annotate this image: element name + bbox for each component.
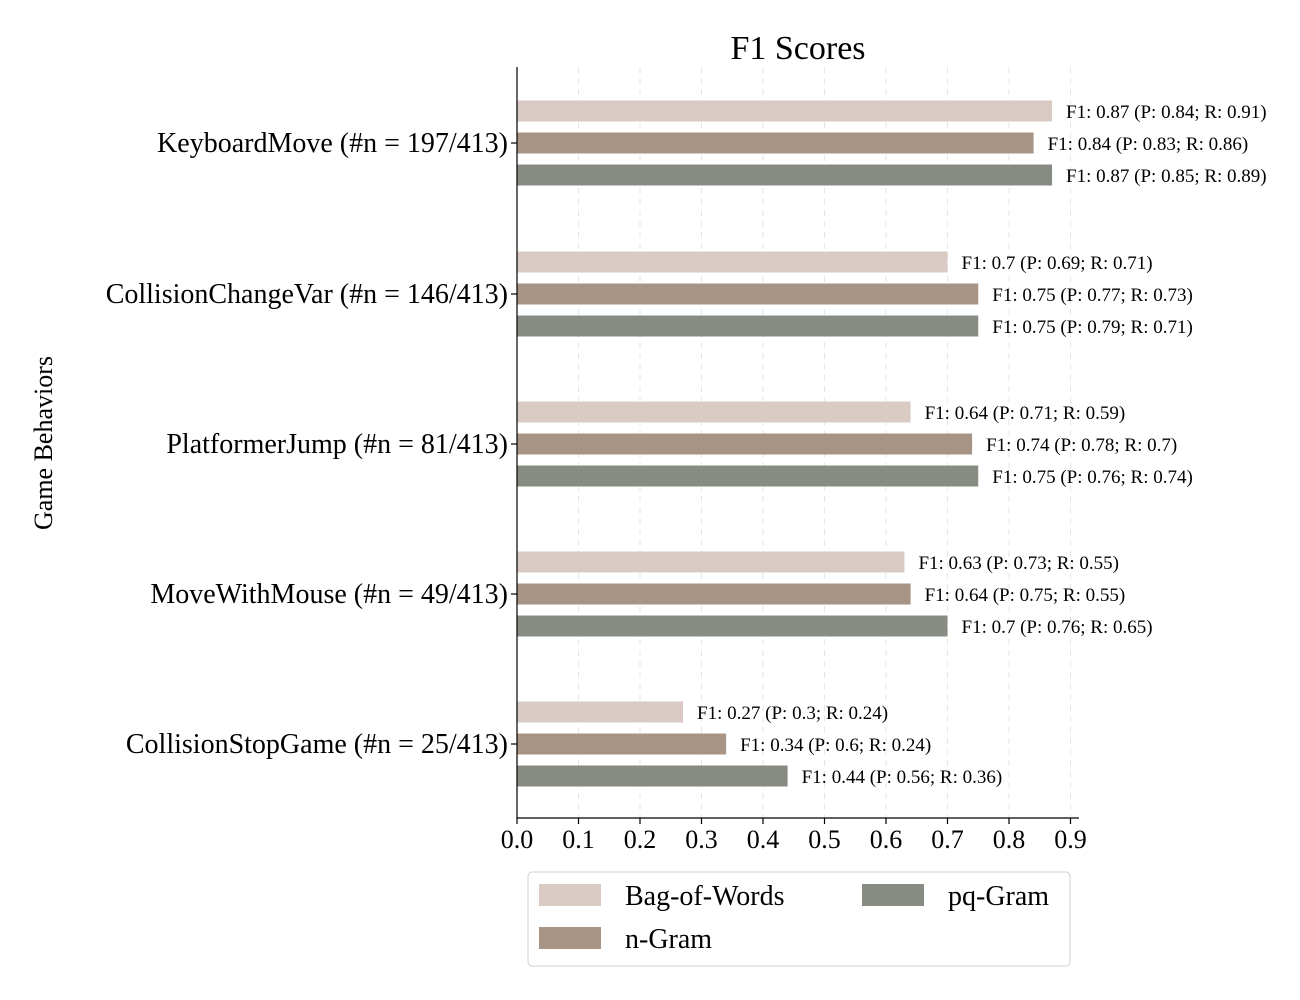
bar-n-gram [517,283,979,305]
bar-value-label: F1: 0.64 (P: 0.75; R: 0.55) [925,585,1126,606]
bar-n-gram [517,733,727,755]
bar-bag-of-words [517,100,1053,122]
axes: 0.0 0.1 0.2 0.3 0.4 0.5 0.6 0.7 0.8 0.9 KeyboardMo… [106,67,1087,854]
bar-n-gram [517,583,911,605]
legend-label: pq-Gram [948,881,1049,912]
bar-value-label: F1: 0.64 (P: 0.71; R: 0.59) [925,403,1126,424]
bar-value-label: F1: 0.7 (P: 0.69; R: 0.71) [962,253,1153,274]
bar-value-label: F1: 0.34 (P: 0.6; R: 0.24) [740,735,931,756]
bar-pq-gram [517,465,979,487]
bar-n-gram [517,433,973,455]
bar-pq-gram [517,765,788,787]
category-label: CollisionStopGame (#n = 25/413) [126,729,508,760]
bar-value-label: F1: 0.75 (P: 0.76; R: 0.74) [992,467,1193,488]
chart-title: F1 Scores [730,30,865,67]
bar-bag-of-words [517,551,905,573]
x-tick-label: 0.0 [501,825,534,854]
bar-value-label: F1: 0.87 (P: 0.85; R: 0.89) [1066,166,1267,187]
bar-value-label: F1: 0.74 (P: 0.78; R: 0.7) [986,435,1177,456]
x-tick-label: 0.3 [685,825,718,854]
bar-pq-gram [517,615,948,637]
bar-value-label: F1: 0.63 (P: 0.73; R: 0.55) [918,553,1119,574]
legend: Bag-of-Words n-Gram pq-Gram [527,871,1071,967]
legend-swatch [539,884,601,906]
y-axis-label: Game Behaviors [29,356,58,530]
bar-value-label: F1: 0.44 (P: 0.56; R: 0.36) [802,767,1003,788]
legend-swatch [539,927,601,949]
bar-value-label: F1: 0.75 (P: 0.77; R: 0.73) [992,285,1193,306]
legend-box [527,871,1071,967]
x-tick-label: 0.4 [747,825,780,854]
bar-pq-gram [517,315,979,337]
bar-bag-of-words [517,251,948,273]
x-tick-label: 0.9 [1054,825,1087,854]
legend-label: Bag-of-Words [625,881,784,912]
x-tick-label: 0.7 [931,825,964,854]
legend-swatch [862,884,924,906]
bar-value-label: F1: 0.7 (P: 0.76; R: 0.65) [962,617,1153,638]
category-label: KeyboardMove (#n = 197/413) [157,128,508,159]
category-label: MoveWithMouse (#n = 49/413) [150,579,508,610]
category-label: CollisionChangeVar (#n = 146/413) [106,279,508,310]
bar-value-label: F1: 0.75 (P: 0.79; R: 0.71) [992,317,1193,338]
bar-value-label: F1: 0.27 (P: 0.3; R: 0.24) [697,703,888,724]
x-tick-label: 0.5 [808,825,841,854]
bar-n-gram [517,132,1034,154]
x-tick-label: 0.6 [870,825,903,854]
bar-bag-of-words [517,701,684,723]
bar-value-label: F1: 0.84 (P: 0.83; R: 0.86) [1048,134,1249,155]
x-tick-label: 0.1 [562,825,595,854]
category-label: PlatformerJump (#n = 81/413) [166,429,508,460]
legend-label: n-Gram [625,924,712,955]
bars-group: F1: 0.87 (P: 0.84; R: 0.91) F1: 0.7 (P: 0… [517,100,1267,788]
bar-pq-gram [517,164,1053,186]
bar-value-label: F1: 0.87 (P: 0.84; R: 0.91) [1066,102,1267,123]
bar-bag-of-words [517,401,911,423]
x-tick-label: 0.2 [624,825,657,854]
x-tick-label: 0.8 [993,825,1026,854]
